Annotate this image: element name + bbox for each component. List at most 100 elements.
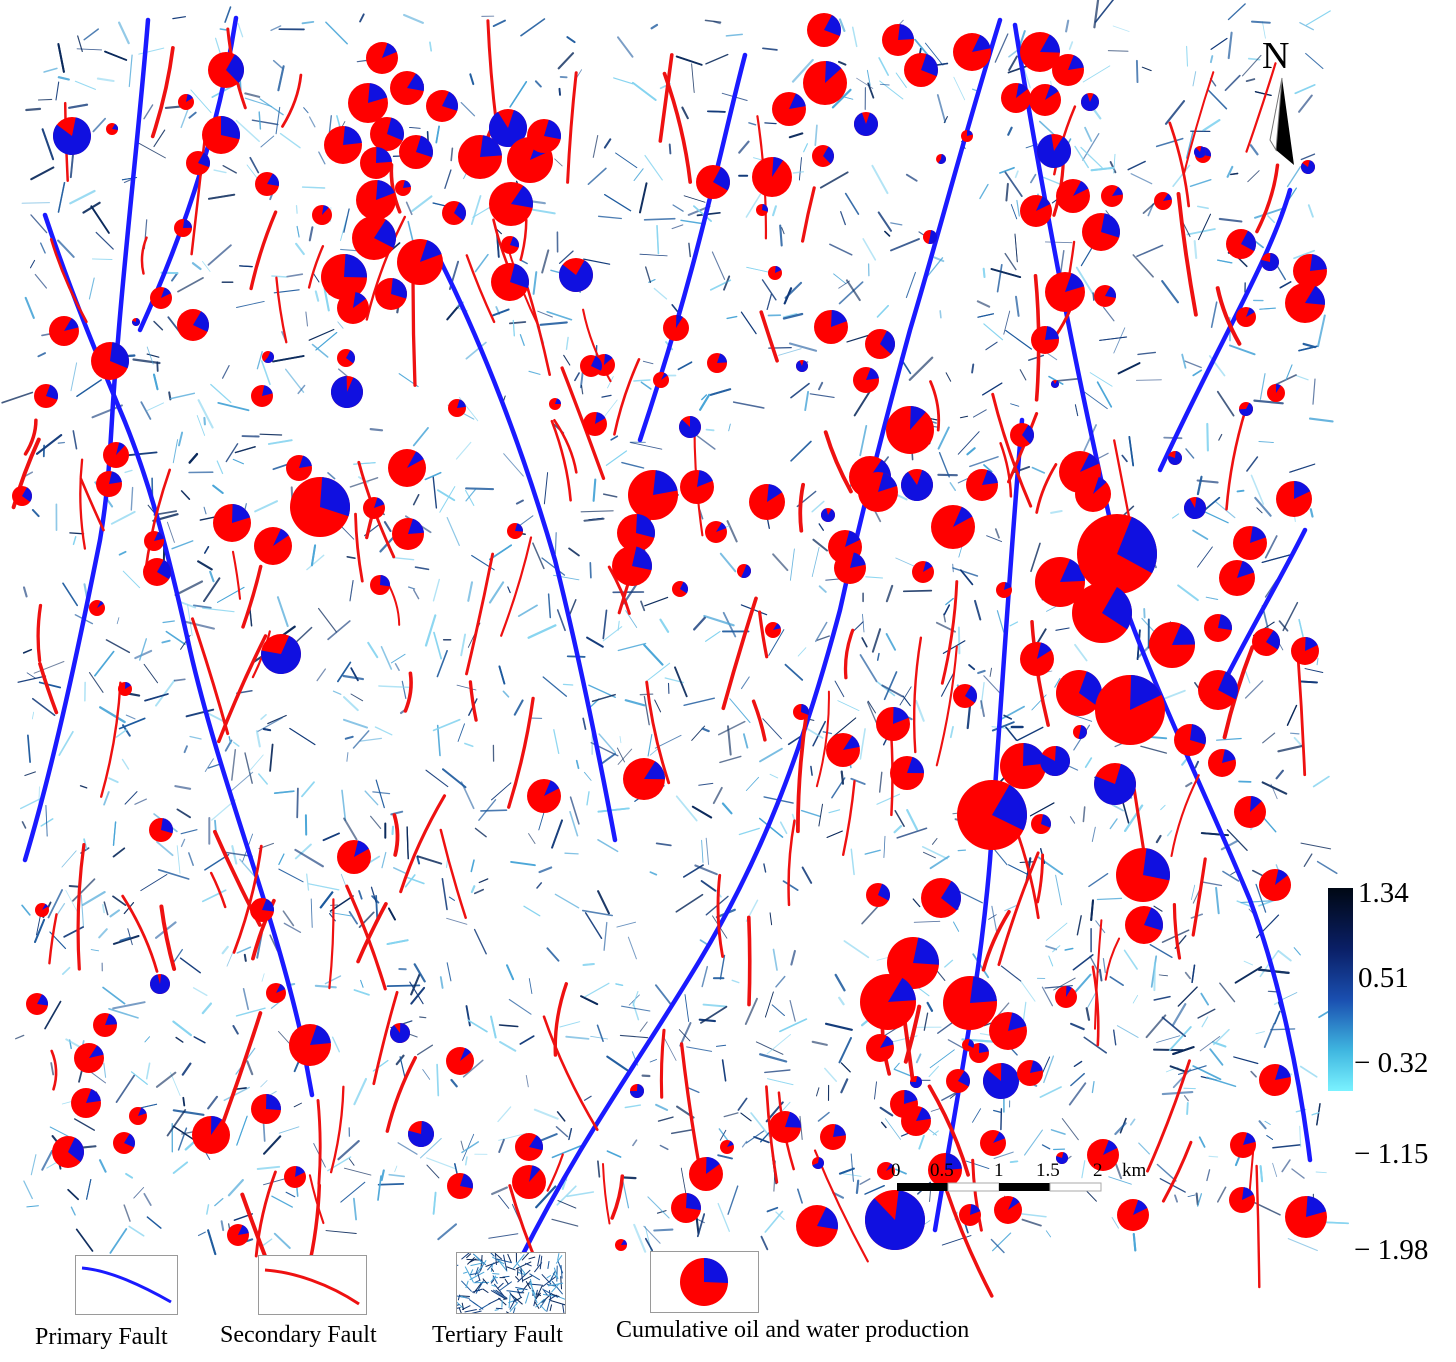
tertiary-fracture <box>465 1005 471 1027</box>
tertiary-fracture <box>391 825 395 836</box>
tertiary-fracture <box>696 1213 706 1238</box>
tertiary-fracture <box>25 107 42 112</box>
tertiary-fracture <box>913 920 941 923</box>
tertiary-fracture <box>1279 281 1292 289</box>
tertiary-fracture <box>1030 542 1041 573</box>
tertiary-fracture <box>580 384 584 395</box>
production-well-pie <box>705 521 727 543</box>
production-well-pie <box>96 471 122 497</box>
production-well-pie <box>254 527 292 565</box>
production-well-pie <box>966 469 998 501</box>
tertiary-fracture <box>640 600 646 612</box>
tertiary-fracture <box>349 579 354 602</box>
tertiary-fracture <box>905 173 918 182</box>
tertiary-fracture <box>905 271 916 299</box>
legend-secondary-fault-swatch <box>258 1255 367 1315</box>
production-well-pie <box>1233 526 1267 560</box>
tertiary-fracture <box>461 1141 480 1154</box>
tertiary-fracture <box>444 169 452 189</box>
tertiary-fracture <box>1084 757 1093 768</box>
production-well-pie <box>337 349 355 367</box>
tertiary-fracture <box>834 680 845 698</box>
tertiary-fracture <box>932 838 938 845</box>
tertiary-fracture <box>1185 448 1195 459</box>
tertiary-fracture <box>762 47 778 51</box>
tertiary-fracture <box>405 876 425 885</box>
production-well-pie <box>356 180 396 220</box>
tertiary-fracture <box>683 195 706 203</box>
tertiary-fracture <box>840 211 846 226</box>
tertiary-fracture <box>1050 509 1063 514</box>
tertiary-fracture <box>535 1185 557 1209</box>
tertiary-fracture <box>601 394 612 398</box>
secondary-fault-line <box>1094 919 1103 1030</box>
tertiary-fracture <box>285 1191 296 1198</box>
production-well-pie <box>672 581 688 597</box>
tertiary-fracture <box>656 224 660 255</box>
tertiary-fracture <box>643 695 650 726</box>
tertiary-fracture <box>236 300 265 308</box>
production-well-pie <box>1234 796 1266 828</box>
production-well-pie <box>796 360 809 372</box>
tertiary-fracture <box>1028 354 1045 361</box>
tertiary-fracture <box>1004 252 1017 271</box>
tertiary-fracture <box>617 642 647 652</box>
production-well-pie <box>366 42 398 74</box>
tertiary-fracture <box>426 1157 456 1170</box>
tertiary-fracture <box>446 516 460 547</box>
tertiary-fracture <box>227 1178 244 1197</box>
colorbar-tick-1: 1.34 <box>1358 877 1409 909</box>
tertiary-fracture <box>719 954 726 980</box>
tertiary-fracture <box>322 832 340 842</box>
tertiary-fracture <box>1031 466 1046 474</box>
tertiary-fracture <box>112 1001 146 1010</box>
tertiary-fracture <box>542 676 568 697</box>
tertiary-fracture <box>1039 1086 1062 1098</box>
tertiary-fracture <box>103 1062 107 1078</box>
production-well-pie <box>890 756 925 790</box>
tertiary-fracture <box>554 158 563 167</box>
tertiary-fracture <box>419 1137 442 1159</box>
tertiary-fracture <box>1043 1055 1055 1084</box>
tertiary-fracture <box>1267 215 1276 224</box>
secondary-fault-line <box>144 468 171 571</box>
tertiary-fracture <box>1113 153 1116 174</box>
tertiary-fracture <box>432 578 440 602</box>
tertiary-fracture <box>65 889 79 915</box>
tertiary-fracture <box>633 1223 647 1253</box>
tertiary-fracture <box>694 864 718 876</box>
tertiary-fracture <box>671 224 684 230</box>
production-well-pie <box>363 497 385 519</box>
tertiary-fracture <box>1019 979 1036 1002</box>
tertiary-fracture <box>179 957 201 974</box>
tertiary-fracture <box>675 795 698 822</box>
tertiary-fracture <box>728 423 731 432</box>
tertiary-fracture <box>642 360 654 365</box>
tertiary-fracture <box>678 1029 691 1042</box>
secondary-fault-line <box>1255 163 1280 234</box>
tertiary-fracture <box>220 1220 225 1232</box>
tertiary-fracture <box>465 341 487 360</box>
tertiary-fracture <box>239 265 253 268</box>
tertiary-fracture <box>515 499 524 505</box>
tertiary-fracture <box>745 193 762 218</box>
tertiary-fracture <box>1068 41 1074 50</box>
tertiary-fracture <box>144 693 169 702</box>
tertiary-fracture <box>378 685 411 689</box>
secondary-fault-line <box>842 780 856 856</box>
tertiary-fracture <box>1255 883 1267 913</box>
tertiary-fracture <box>1200 992 1209 1006</box>
tertiary-fracture <box>372 791 391 795</box>
tertiary-fracture <box>554 532 557 555</box>
tertiary-fracture <box>980 700 985 718</box>
production-well-pie <box>1291 637 1319 665</box>
tertiary-fracture <box>800 809 821 817</box>
tertiary-fracture <box>37 98 53 101</box>
tertiary-fracture <box>306 554 325 571</box>
tertiary-fracture <box>41 128 55 161</box>
tertiary-fracture <box>721 802 733 815</box>
tertiary-fracture <box>72 430 78 450</box>
tertiary-fracture <box>24 296 35 319</box>
production-well-pie <box>1229 1187 1255 1213</box>
secondary-fault-line <box>240 1192 269 1263</box>
